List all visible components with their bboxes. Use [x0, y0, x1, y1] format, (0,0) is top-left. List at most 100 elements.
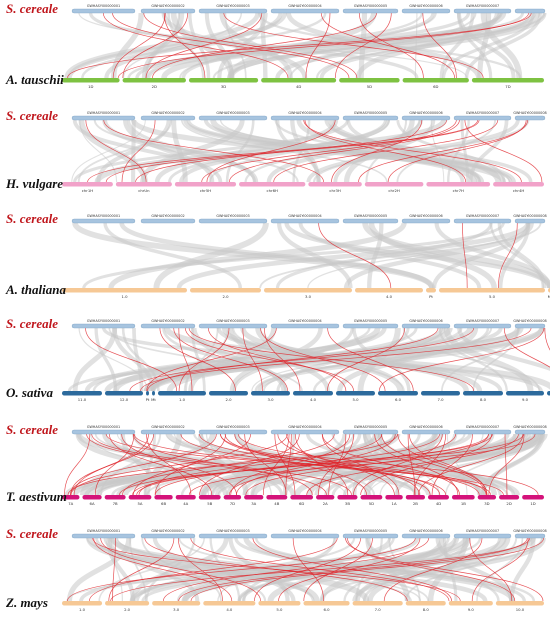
target-chromosome-label: 4.0 [386, 294, 393, 299]
background-link [427, 537, 469, 602]
highlight-link [89, 537, 338, 602]
panel-1-reference-label: S. cereale [6, 1, 58, 16]
highlight-link [334, 12, 392, 79]
reference-chromosome-bar [140, 323, 196, 329]
target-chromosome-label: 3.0 [173, 607, 180, 612]
reference-chromosome-label: GWHASYI00000001 [87, 111, 120, 115]
panel-2-reference-label: S. cereale [6, 108, 58, 123]
highlight-link [285, 433, 292, 496]
target-chromosome-bar [105, 391, 143, 396]
highlight-link [294, 433, 349, 496]
target-chromosome-label: Pt [146, 397, 150, 402]
target-chromosome-label: 7A [68, 501, 73, 506]
panel-thaliana: GWHASYI00000001 GWHASYI00000002 GWHASYI000… [62, 214, 550, 299]
highlight-link [188, 327, 475, 392]
target-chromosome-bar [428, 495, 449, 500]
background-links [66, 536, 546, 603]
background-link [178, 537, 430, 602]
background-link [108, 327, 303, 392]
background-link [275, 119, 321, 183]
target-chromosome-bar [198, 495, 221, 500]
reference-chromosome-bar [140, 429, 196, 435]
reference-chromosome-label: GWHASYI00000003 [216, 214, 249, 218]
target-chromosome-label: 6A [90, 501, 95, 506]
panel-6-reference-label: S. cereale [6, 526, 58, 541]
reference-chromosome-bar [342, 115, 399, 121]
highlight-link [264, 327, 301, 392]
target-chromosome-bar [62, 288, 187, 293]
highlight-link [360, 433, 492, 496]
highlight-link [318, 222, 392, 289]
target-chromosome-bar [451, 495, 475, 500]
highlight-link [133, 433, 251, 496]
panel-4-reference-label: S. cereale [6, 316, 58, 331]
highlight-link [244, 433, 287, 496]
reference-chromosome-label: GWHASYI00000003 [216, 529, 249, 533]
highlight-links [85, 327, 550, 392]
highlight-link [152, 12, 377, 79]
highlight-link [201, 119, 457, 183]
target-chromosome-label: 1.0 [79, 607, 86, 612]
highlight-link [320, 12, 455, 79]
reference-chromosome-bar [453, 218, 512, 224]
reference-chromosome-label: GWHASYI00000001 [87, 319, 120, 323]
highlight-link [112, 537, 116, 602]
target-chromosome-label: 3D [221, 84, 226, 89]
highlight-link [122, 12, 189, 79]
target-chromosome-bar [471, 78, 544, 83]
target-chromosome-label: 3.0 [267, 397, 274, 402]
highlight-link [408, 433, 488, 496]
highlight-link [504, 433, 508, 496]
background-link [161, 11, 507, 80]
panel-aestivum: GWHASYI00000001 GWHASYI00000002 GWHASYI000… [62, 425, 548, 506]
highlight-link [94, 433, 135, 496]
highlight-link [93, 537, 233, 602]
highlight-link [86, 433, 327, 496]
panel-3-reference-label: S. cereale [6, 211, 58, 226]
background-link [254, 327, 521, 392]
highlight-link [105, 119, 480, 183]
background-link [78, 12, 468, 79]
background-link [102, 119, 259, 183]
target-chromosome-label: 11.0 [78, 397, 87, 402]
target-chromosome-label: 2A [323, 501, 328, 506]
highlight-link [85, 327, 178, 392]
target-chromosome-label: 4D [436, 501, 441, 506]
reference-chromosome-bar [198, 8, 268, 14]
highlight-link [422, 12, 457, 79]
highlight-link [469, 537, 513, 602]
highlight-link [345, 537, 544, 602]
target-chromosome-bar [308, 182, 362, 187]
reference-chromosome-bar [401, 323, 451, 329]
target-chromosome-label: 2D [152, 84, 157, 89]
highlight-link [159, 327, 236, 392]
highlight-link [220, 433, 488, 496]
highlight-link [228, 119, 460, 183]
background-link [242, 537, 337, 602]
target-chromosome-label: 5.0 [276, 607, 283, 612]
target-chromosome-bar [364, 182, 424, 187]
highlight-link [358, 12, 424, 79]
background-link [234, 537, 526, 602]
reference-chromosome-label: GWHASYI00000008 [513, 319, 546, 323]
background-link [168, 119, 387, 183]
target-chromosome-bar [261, 78, 337, 83]
reference-chromosome-label: GWHASYI00000001 [87, 425, 120, 429]
panel-mays: GWHASYI00000001 GWHASYI00000002 GWHASYI000… [62, 529, 547, 612]
reference-chromosome-bar [514, 533, 546, 539]
highlight-link [145, 12, 263, 79]
target-chromosome-label: 7.0 [375, 607, 382, 612]
reference-chromosome-bar [270, 323, 340, 329]
highlight-link [252, 537, 452, 602]
highlight-link [353, 433, 443, 496]
reference-chromosome-bar [71, 8, 136, 14]
target-chromosome-bar [493, 182, 544, 187]
highlight-link [177, 537, 223, 602]
reference-chromosome-bar [270, 429, 340, 435]
reference-chromosome-bar [514, 323, 546, 329]
reference-chromosome-label: GWHASYI00000002 [151, 529, 184, 533]
highlight-link [70, 433, 217, 496]
reference-chromosome-label: GWHASYI00000006 [409, 319, 442, 323]
background-link [307, 222, 530, 289]
